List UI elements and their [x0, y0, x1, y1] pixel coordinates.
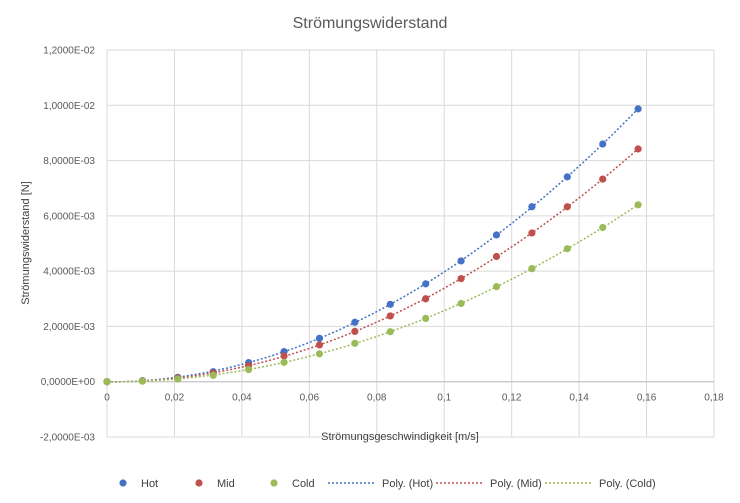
data-point-mid — [492, 252, 501, 261]
data-point-cold — [280, 358, 288, 366]
x-tick-label: 0,08 — [367, 393, 387, 404]
data-point-cold — [563, 245, 571, 253]
x-tick-label: 0,14 — [569, 393, 589, 404]
x-tick-label: 0 — [104, 393, 110, 404]
x-tick-label: 0,16 — [637, 393, 657, 404]
data-point-mid — [422, 295, 430, 303]
legend-label-cold: Cold — [292, 478, 315, 490]
axis-layer: 0 0,02 0,04 0,06 0,08 0,1 0,12 0,14 0,16 0,18 -2,0… — [40, 46, 724, 444]
data-point-mid — [315, 341, 324, 349]
trendline-mid — [106, 148, 639, 383]
data-point-hot — [422, 280, 430, 288]
data-point-cold — [209, 371, 217, 379]
data-point-hot — [386, 300, 394, 308]
data-point-mid — [457, 275, 465, 283]
data-point-cold — [138, 377, 147, 385]
data-point-cold — [422, 314, 430, 323]
data-point-hot — [563, 173, 571, 181]
x-tick-label: 0,1 — [437, 393, 451, 404]
y-axis-label: Strömungswiderstand [N] — [20, 181, 32, 305]
data-point-cold — [315, 350, 324, 358]
x-tick-label: 0,06 — [300, 393, 320, 404]
y-tick-label: 6,0000E-03 — [43, 211, 95, 222]
chart-title: Strömungswiderstand — [293, 15, 448, 32]
y-tick-label: 1,0000E-02 — [43, 101, 95, 112]
x-tick-label: 0,04 — [232, 393, 252, 404]
data-point-hot — [457, 257, 465, 265]
y-tick-label: 1,2000E-02 — [43, 46, 95, 57]
data-point-mid — [599, 175, 607, 183]
x-tick-label: 0,12 — [502, 393, 522, 404]
legend-label-trendline-mid: Poly. (Mid) — [490, 478, 542, 490]
data-point-mid — [280, 352, 288, 360]
data-point-hot — [492, 231, 501, 239]
legend-label-trendline-hot: Poly. (Hot) — [382, 478, 433, 490]
trendline-hot — [106, 108, 639, 383]
legend-label-hot: Hot — [141, 478, 158, 490]
data-point-cold — [386, 328, 394, 336]
data-point-cold — [492, 283, 501, 291]
data-point-mid — [528, 229, 536, 237]
y-tick-label: 0,0000E+00 — [41, 377, 96, 388]
y-tick-label: 4,0000E-03 — [43, 267, 95, 278]
legend-marker-cold — [270, 479, 278, 487]
data-point-hot — [528, 203, 536, 211]
legend-label-trendline-cold: Poly. (Cold) — [599, 478, 656, 490]
data-point-hot — [315, 334, 324, 342]
trendline-layer — [106, 108, 639, 383]
data-point-mid — [386, 312, 394, 320]
data-point-mid — [563, 203, 571, 211]
x-tick-label: 0,18 — [704, 393, 724, 404]
grid-layer — [106, 49, 715, 438]
y-tick-label: 2,0000E-03 — [43, 322, 95, 333]
data-point-cold — [599, 223, 607, 232]
data-point-layer — [103, 105, 642, 386]
data-point-cold — [103, 378, 111, 386]
x-axis-label: Strömungsgeschwindigkeit [m/s] — [321, 431, 479, 443]
legend-marker-mid — [195, 479, 203, 487]
y-tick-label: 8,0000E-03 — [43, 156, 95, 167]
y-tick-label: -2,0000E-03 — [40, 433, 95, 444]
data-point-hot — [599, 140, 607, 148]
legend-marker-hot — [119, 479, 127, 487]
data-point-cold — [528, 265, 536, 273]
legend: Hot Mid Cold Poly. (Hot) Poly. (Mid) Poly. (C… — [119, 478, 656, 490]
data-point-cold — [634, 201, 642, 209]
data-point-cold — [457, 299, 465, 308]
data-point-mid — [351, 327, 359, 336]
data-point-hot — [351, 318, 359, 326]
trendline-cold — [106, 204, 639, 383]
data-point-cold — [351, 339, 359, 347]
x-tick-label: 0,02 — [165, 393, 185, 404]
data-point-hot — [634, 105, 642, 113]
data-point-mid — [634, 145, 642, 153]
data-point-cold — [245, 365, 253, 374]
data-point-cold — [174, 375, 182, 383]
legend-label-mid: Mid — [217, 478, 235, 490]
